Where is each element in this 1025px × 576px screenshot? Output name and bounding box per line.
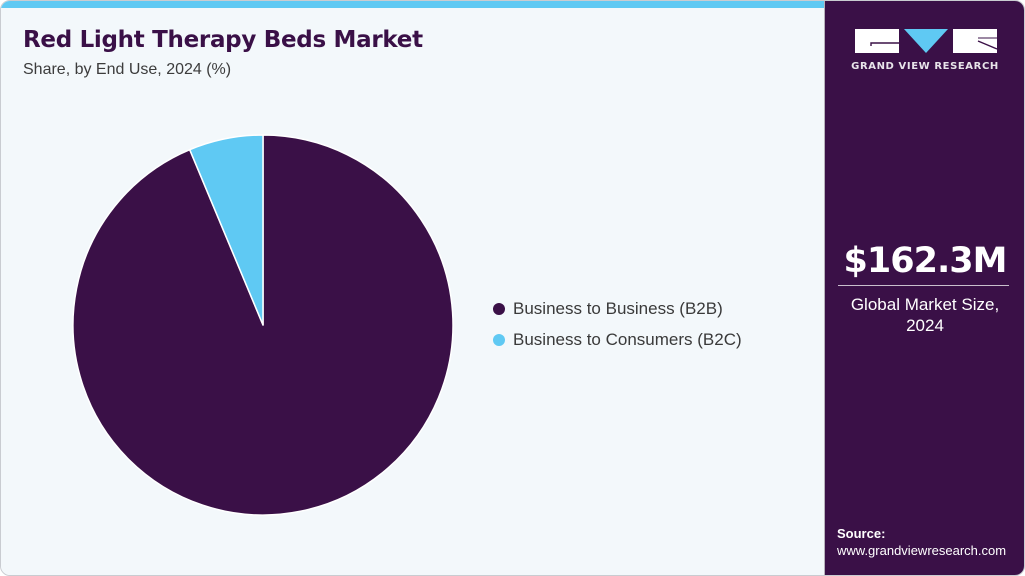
chart-title: Red Light Therapy Beds Market	[23, 27, 423, 53]
market-size-label-line1: Global Market Size,	[850, 295, 1000, 314]
legend-item-b2c[interactable]: Business to Consumers (B2C)	[493, 329, 742, 350]
legend-label: Business to Business (B2B)	[513, 298, 723, 318]
legend-label: Business to Consumers (B2C)	[513, 329, 742, 349]
chart-subtitle: Share, by End Use, 2024 (%)	[23, 61, 232, 78]
chart-legend: Business to Business (B2B) Business to C…	[493, 298, 742, 360]
pie-slice-b2c[interactable]	[188, 134, 264, 326]
legend-dot-b2c-icon	[493, 333, 505, 346]
legend-dot-b2b-icon	[493, 302, 505, 315]
divider	[838, 285, 1009, 286]
pie-chart	[71, 133, 455, 517]
pie-svg	[72, 134, 454, 516]
market-size-label: Global Market Size, 2024	[825, 294, 1024, 336]
market-size-value: $162.3M	[843, 241, 1008, 281]
summary-sidebar: GRAND VIEW RESEARCH $162.3M Global Marke…	[824, 1, 1024, 575]
market-size-label-line2: 2024	[906, 316, 944, 335]
source-heading: Source:	[837, 526, 886, 541]
accent-bar	[1, 1, 824, 8]
source-link[interactable]: www.grandviewresearch.com	[837, 543, 1007, 558]
grand-view-research-logo-icon	[855, 29, 997, 53]
chart-panel: Red Light Therapy Beds Market Share, by …	[1, 1, 824, 575]
logo-text: GRAND VIEW RESEARCH	[851, 61, 999, 72]
legend-item-b2b[interactable]: Business to Business (B2B)	[493, 298, 742, 319]
